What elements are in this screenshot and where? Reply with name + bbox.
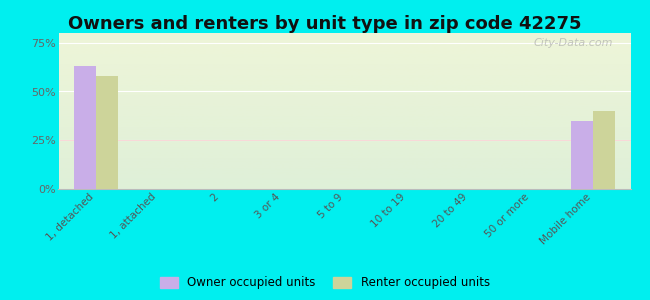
Text: Owners and renters by unit type in zip code 42275: Owners and renters by unit type in zip c… <box>68 15 582 33</box>
Text: City-Data.com: City-Data.com <box>534 38 614 48</box>
Legend: Owner occupied units, Renter occupied units: Owner occupied units, Renter occupied un… <box>155 272 495 294</box>
Bar <box>571 121 593 189</box>
Bar <box>96 76 118 189</box>
Bar <box>74 66 96 189</box>
Bar <box>593 111 615 189</box>
